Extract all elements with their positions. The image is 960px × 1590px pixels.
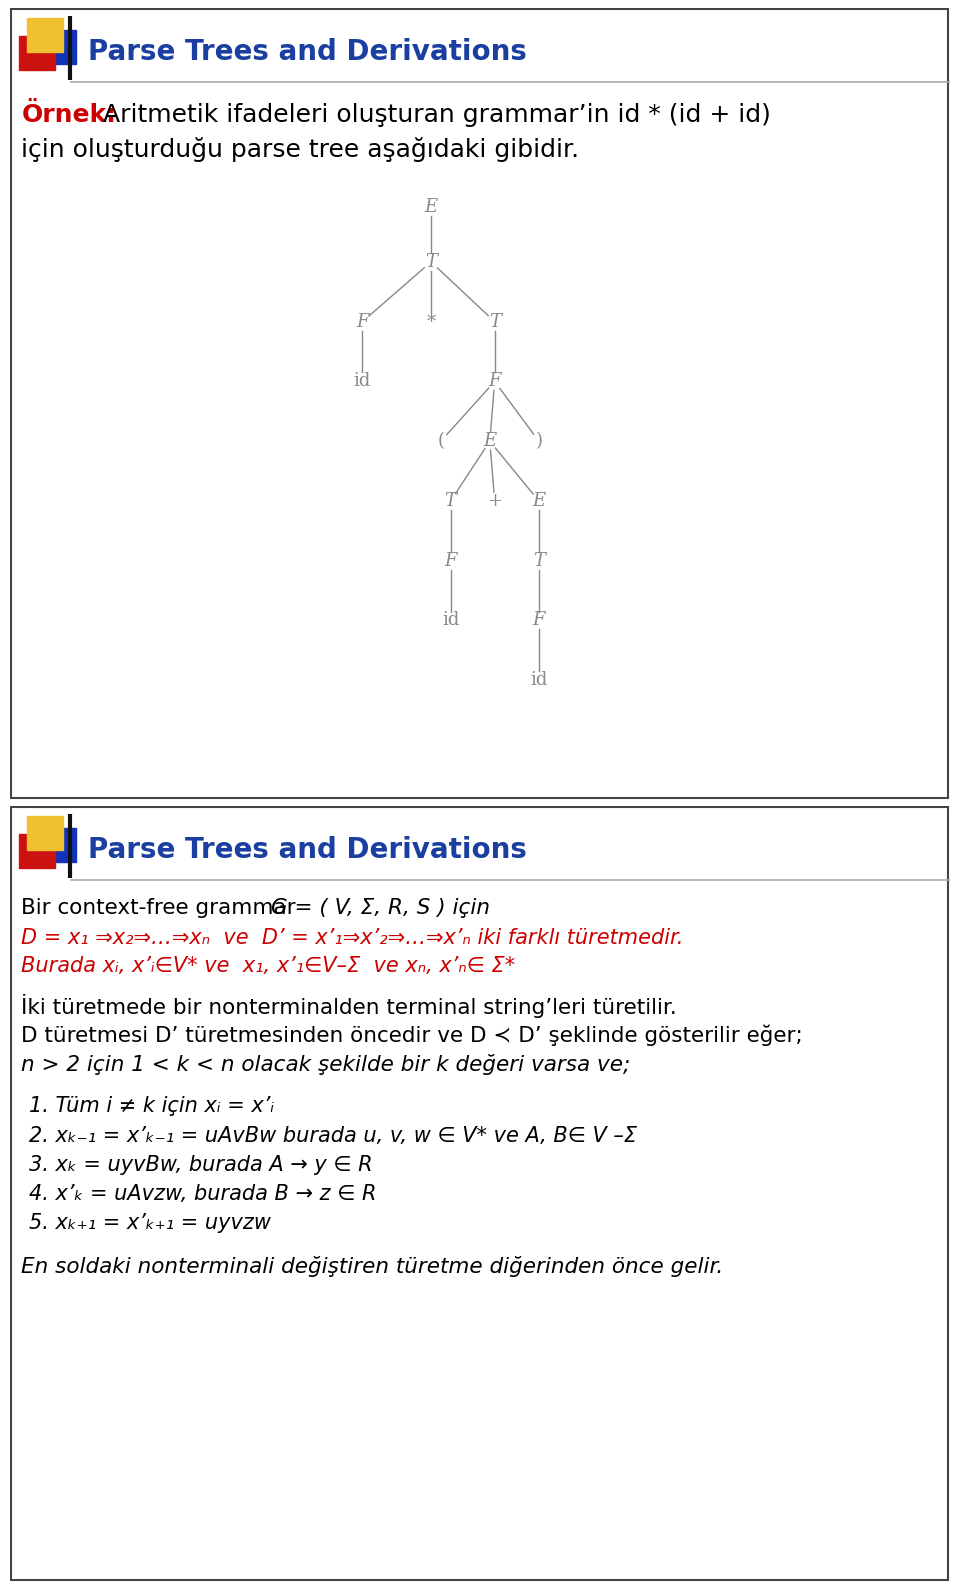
- Text: 1. Tüm i ≠ k için xᵢ = x’ᵢ: 1. Tüm i ≠ k için xᵢ = x’ᵢ: [29, 1097, 275, 1116]
- Text: *: *: [426, 313, 436, 331]
- Text: En soldaki nonterminali değiştiren türetme diğerinden önce gelir.: En soldaki nonterminali değiştiren türet…: [21, 1256, 724, 1277]
- Text: F: F: [444, 552, 457, 569]
- Text: 3. xₖ = uyvBw, burada A → y ∈ R: 3. xₖ = uyvBw, burada A → y ∈ R: [29, 1154, 372, 1175]
- Text: E: E: [483, 432, 496, 450]
- Text: Parse Trees and Derivations: Parse Trees and Derivations: [88, 836, 527, 865]
- Text: Bir context-free grammar: Bir context-free grammar: [21, 898, 302, 919]
- Text: 2. xₖ₋₁ = x’ₖ₋₁ = uAvBw burada u, v, w ∈ V* ve A, B∈ V –Σ: 2. xₖ₋₁ = x’ₖ₋₁ = uAvBw burada u, v, w ∈…: [29, 1126, 637, 1145]
- Text: T: T: [533, 552, 545, 569]
- Text: T: T: [489, 313, 501, 331]
- Text: ): ): [536, 432, 542, 450]
- Text: F: F: [489, 372, 501, 391]
- FancyBboxPatch shape: [11, 10, 948, 798]
- Text: 4. x’ₖ = uAvzw, burada B → z ∈ R: 4. x’ₖ = uAvzw, burada B → z ∈ R: [29, 1183, 376, 1204]
- Text: T: T: [425, 253, 437, 270]
- Text: Burada xᵢ, x’ᵢ∈V* ve  x₁, x’₁∈V–Σ  ve xₙ, x’ₙ∈ Σ*: Burada xᵢ, x’ᵢ∈V* ve x₁, x’₁∈V–Σ ve xₙ, …: [21, 956, 516, 976]
- Text: için oluşturduğu parse tree aşağıdaki gibidir.: için oluşturduğu parse tree aşağıdaki gi…: [21, 137, 580, 162]
- Text: Parse Trees and Derivations: Parse Trees and Derivations: [88, 38, 527, 65]
- Text: D = x₁ ⇒x₂⇒…⇒xₙ  ve  D’ = x’₁⇒x’₂⇒…⇒x’ₙ iki farklı türetmedir.: D = x₁ ⇒x₂⇒…⇒xₙ ve D’ = x’₁⇒x’₂⇒…⇒x’ₙ ik…: [21, 929, 684, 948]
- Bar: [41, 828, 76, 862]
- Bar: [27, 816, 62, 851]
- Text: (: (: [438, 432, 444, 450]
- Text: E: E: [532, 491, 545, 510]
- Text: İki türetmede bir nonterminalden terminal string’leri türetilir.: İki türetmede bir nonterminalden termina…: [21, 994, 677, 1018]
- Text: F: F: [356, 313, 369, 331]
- Text: 5. xₖ₊₁ = x’ₖ₊₁ = uyvzw: 5. xₖ₊₁ = x’ₖ₊₁ = uyvzw: [29, 1213, 271, 1232]
- Bar: [41, 30, 76, 64]
- Bar: [19, 835, 55, 868]
- Text: T: T: [444, 491, 457, 510]
- Text: +: +: [487, 491, 502, 510]
- Text: Örnek:: Örnek:: [21, 103, 116, 127]
- Bar: [19, 37, 55, 70]
- Text: G = ( V, Σ, R, S ) için: G = ( V, Σ, R, S ) için: [272, 898, 491, 919]
- Text: id: id: [530, 671, 547, 688]
- Text: F: F: [533, 612, 545, 630]
- Text: Aritmetik ifadeleri oluşturan grammar’in id * (id + id): Aritmetik ifadeleri oluşturan grammar’in…: [103, 103, 771, 127]
- Text: E: E: [424, 199, 438, 216]
- Text: n > 2 için 1 < k < n olacak şekilde bir k değeri varsa ve;: n > 2 için 1 < k < n olacak şekilde bir …: [21, 1054, 631, 1075]
- FancyBboxPatch shape: [11, 808, 948, 1580]
- Bar: [27, 17, 62, 52]
- Text: id: id: [442, 612, 459, 630]
- Text: id: id: [353, 372, 372, 391]
- Text: D türetmesi D’ türetmesinden öncedir ve D ≺ D’ şeklinde gösterilir eğer;: D türetmesi D’ türetmesinden öncedir ve …: [21, 1024, 804, 1046]
